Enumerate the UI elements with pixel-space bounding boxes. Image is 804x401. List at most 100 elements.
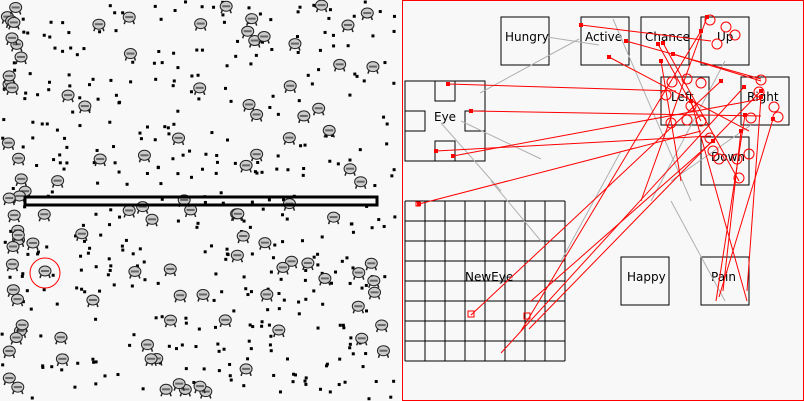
- creature[interactable]: [5, 82, 19, 95]
- creature[interactable]: [2, 70, 16, 84]
- creature[interactable]: [51, 175, 65, 188]
- creature[interactable]: [15, 319, 29, 333]
- creature[interactable]: [2, 192, 16, 206]
- creature[interactable]: [241, 25, 255, 39]
- creature[interactable]: [368, 286, 382, 300]
- creature[interactable]: [239, 363, 253, 377]
- node-left[interactable]: Left: [660, 76, 710, 126]
- creature[interactable]: [352, 267, 366, 280]
- creature[interactable]: [250, 108, 264, 122]
- creature[interactable]: [354, 176, 368, 189]
- creature[interactable]: [7, 16, 21, 30]
- creature[interactable]: [2, 345, 16, 359]
- brain-canvas[interactable]: Hungry Active Chance Up Left Right Eye D…: [403, 1, 803, 400]
- creature[interactable]: [164, 314, 178, 328]
- creature[interactable]: [122, 11, 136, 25]
- selected-creature-marker[interactable]: [29, 257, 61, 289]
- creature[interactable]: [37, 208, 51, 222]
- creature[interactable]: [245, 13, 259, 26]
- creature[interactable]: [145, 213, 159, 227]
- creature[interactable]: [163, 263, 177, 277]
- creature[interactable]: [231, 208, 245, 222]
- node-chance[interactable]: Chance: [640, 16, 690, 66]
- world-canvas[interactable]: [0, 0, 401, 401]
- node-pain[interactable]: Pain: [700, 256, 750, 306]
- node-neweye[interactable]: NewEye: [404, 200, 566, 362]
- creature[interactable]: [11, 381, 25, 395]
- creature[interactable]: [297, 110, 311, 124]
- creature[interactable]: [333, 58, 347, 72]
- creature[interactable]: [375, 319, 389, 333]
- creature[interactable]: [343, 163, 357, 176]
- creature[interactable]: [367, 275, 381, 288]
- creature[interactable]: [318, 272, 332, 286]
- creature[interactable]: [196, 288, 210, 302]
- creature[interactable]: [172, 378, 186, 391]
- creature[interactable]: [257, 30, 271, 44]
- creature[interactable]: [366, 61, 380, 74]
- creature[interactable]: [193, 380, 207, 394]
- creature[interactable]: [26, 237, 40, 251]
- creature[interactable]: [159, 383, 173, 397]
- creature[interactable]: [93, 153, 107, 167]
- creature[interactable]: [123, 48, 137, 61]
- creature[interactable]: [144, 353, 158, 367]
- creature[interactable]: [360, 7, 374, 21]
- creature[interactable]: [54, 331, 68, 345]
- creature[interactable]: [283, 80, 297, 93]
- creature[interactable]: [55, 353, 69, 367]
- creature[interactable]: [140, 339, 154, 352]
- creature[interactable]: [6, 240, 20, 254]
- node-happy[interactable]: Happy: [620, 256, 670, 306]
- node-hungry[interactable]: Hungry: [500, 16, 550, 66]
- creature[interactable]: [122, 204, 136, 218]
- creature[interactable]: [136, 201, 150, 214]
- creature[interactable]: [86, 294, 100, 308]
- brain-view[interactable]: Hungry Active Chance Up Left Right Eye D…: [402, 0, 804, 401]
- world-view[interactable]: [0, 0, 401, 401]
- creature[interactable]: [75, 228, 89, 241]
- node-down[interactable]: Down: [700, 136, 750, 186]
- creature[interactable]: [12, 152, 26, 166]
- creature[interactable]: [376, 345, 390, 358]
- creature[interactable]: [184, 204, 198, 218]
- creature[interactable]: [230, 249, 244, 263]
- creature[interactable]: [5, 258, 19, 272]
- creature[interactable]: [14, 173, 28, 187]
- creature[interactable]: [272, 324, 286, 338]
- creature[interactable]: [128, 265, 142, 279]
- creature[interactable]: [288, 38, 302, 51]
- creature[interactable]: [327, 211, 341, 225]
- creature[interactable]: [194, 18, 208, 31]
- creature[interactable]: [364, 257, 378, 271]
- creature[interactable]: [9, 1, 23, 15]
- creature[interactable]: [218, 314, 232, 328]
- creature[interactable]: [282, 132, 296, 145]
- creature[interactable]: [173, 289, 187, 303]
- creature[interactable]: [219, 0, 233, 14]
- creature[interactable]: [312, 102, 326, 116]
- creature[interactable]: [193, 82, 207, 96]
- creature[interactable]: [78, 100, 92, 114]
- creature[interactable]: [285, 255, 299, 269]
- creature[interactable]: [1, 137, 15, 151]
- creature[interactable]: [351, 300, 365, 314]
- creature[interactable]: [322, 124, 336, 138]
- creature[interactable]: [242, 98, 256, 112]
- creature[interactable]: [92, 18, 106, 32]
- creature[interactable]: [11, 229, 25, 243]
- node-active[interactable]: Active: [580, 16, 630, 66]
- creature[interactable]: [239, 159, 253, 173]
- creature[interactable]: [276, 261, 290, 275]
- creature[interactable]: [61, 89, 75, 103]
- creature[interactable]: [5, 32, 19, 46]
- creature[interactable]: [355, 332, 369, 346]
- creature[interactable]: [301, 257, 315, 271]
- creature[interactable]: [172, 132, 186, 146]
- creature[interactable]: [341, 19, 355, 33]
- creature[interactable]: [260, 288, 274, 302]
- creature[interactable]: [9, 332, 23, 345]
- creature[interactable]: [236, 230, 250, 244]
- creature[interactable]: [315, 0, 329, 13]
- creature[interactable]: [7, 209, 21, 223]
